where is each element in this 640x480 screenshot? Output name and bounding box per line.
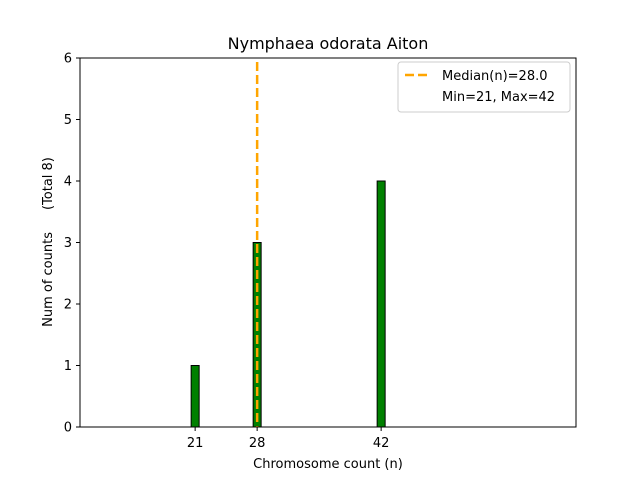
y-axis-label-main: Num of counts xyxy=(41,232,56,327)
y-tick-label-2: 2 xyxy=(64,298,72,313)
legend-box xyxy=(397,61,571,113)
legend-entry-range: Min=21, Max=42 xyxy=(442,90,555,105)
y-tick-label-6: 6 xyxy=(64,52,72,67)
y-tick-label-4: 4 xyxy=(64,175,72,190)
y-tick-label-5: 5 xyxy=(64,113,72,128)
x-axis-label: Chromosome count (n) xyxy=(253,457,403,472)
x-tick-label-42: 42 xyxy=(373,436,390,451)
x-tick-label-28: 28 xyxy=(249,436,266,451)
bar-21 xyxy=(190,365,200,428)
bar-42 xyxy=(376,180,386,428)
legend: Median(n)=28.0 Min=21, Max=42 xyxy=(397,61,571,113)
y-axis-label-total: (Total 8) xyxy=(41,157,56,210)
y-axis-label: Num of counts (Total 8) xyxy=(41,157,56,327)
axes: 0 1 2 3 4 5 6 21 28 42 xyxy=(64,52,577,451)
y-tick-label-3: 3 xyxy=(64,236,72,251)
x-tick-label-21: 21 xyxy=(187,436,204,451)
chart-title: Nymphaea odorata Aiton xyxy=(228,34,429,53)
y-tick-label-1: 1 xyxy=(64,359,72,374)
legend-entry-median: Median(n)=28.0 xyxy=(442,69,548,84)
y-tick-label-0: 0 xyxy=(64,421,72,436)
